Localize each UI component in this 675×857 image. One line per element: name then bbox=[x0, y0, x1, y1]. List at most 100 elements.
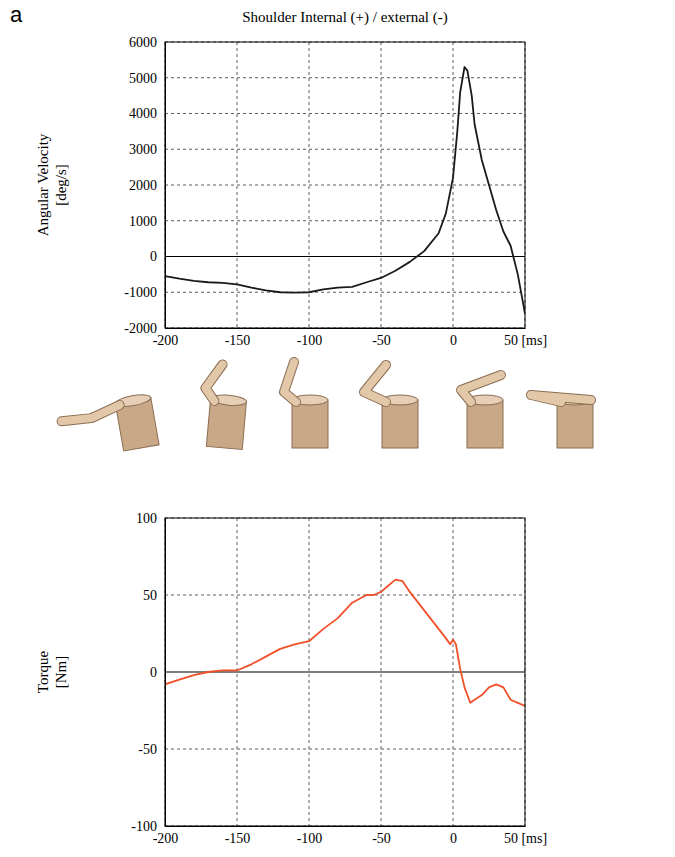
plot-background bbox=[165, 42, 525, 328]
y-axis-line bbox=[165, 43, 166, 329]
arm bbox=[364, 365, 386, 402]
y-axis-title: Angular Velocity[deg/s] bbox=[35, 133, 69, 236]
series-line bbox=[165, 580, 525, 706]
plot-frame bbox=[165, 42, 525, 328]
plot-frame bbox=[165, 518, 525, 826]
y-axis-line bbox=[165, 519, 166, 827]
y-tick-label: 0 bbox=[150, 249, 157, 264]
panel-1: -200-150-100-50050 [ms]-100-50050100Torq… bbox=[35, 511, 547, 846]
arm bbox=[461, 375, 501, 402]
y-tick: -1000 bbox=[124, 285, 165, 300]
arm-figure bbox=[200, 363, 249, 449]
y-tick-label: 4000 bbox=[129, 106, 157, 121]
grid-line-y bbox=[165, 749, 525, 750]
y-axis-title-line: Torque bbox=[35, 651, 51, 694]
y-tick-label: 3000 bbox=[129, 142, 157, 157]
arm bbox=[531, 395, 591, 402]
x-tick-label: -100 bbox=[297, 333, 323, 348]
arm-outline bbox=[61, 405, 121, 423]
grid-line-y bbox=[165, 77, 525, 78]
torso bbox=[382, 400, 418, 448]
y-tick-label: 6000 bbox=[129, 35, 157, 50]
x-tick: 0 bbox=[450, 826, 457, 846]
arm-figure bbox=[284, 362, 328, 448]
arm-figure bbox=[59, 393, 159, 461]
y-axis-title-line: Angular Velocity bbox=[35, 133, 51, 236]
arm-outline bbox=[204, 363, 222, 401]
x-tick: -100 bbox=[297, 826, 323, 846]
y-tick: 1000 bbox=[129, 214, 165, 229]
x-tick-label: -150 bbox=[225, 831, 251, 846]
zero-line bbox=[165, 256, 525, 257]
y-axis-title-line: [deg/s] bbox=[53, 164, 69, 206]
x-tick-label: 50 [ms] bbox=[504, 333, 547, 348]
y-axis-title: Torque[Nm] bbox=[35, 651, 69, 694]
x-tick-label: -50 bbox=[372, 831, 391, 846]
grid bbox=[165, 518, 525, 826]
arm bbox=[61, 405, 121, 423]
x-axis: -200-150-100-50050 [ms] bbox=[153, 328, 547, 348]
y-axis: -2000 -1000 0 1000 2000 3000 4000 5000 6000 bbox=[124, 35, 165, 336]
arm bbox=[204, 363, 222, 401]
y-tick: 3000 bbox=[129, 142, 165, 157]
x-axis: -200-150-100-50050 [ms] bbox=[153, 826, 547, 846]
x-axis-line bbox=[166, 328, 526, 329]
plot-background bbox=[165, 518, 525, 826]
arm-outline bbox=[284, 362, 296, 402]
arm-figure bbox=[364, 365, 418, 448]
y-tick: 0 bbox=[150, 249, 165, 264]
y-axis-title-line: [Nm] bbox=[53, 656, 69, 689]
y-tick: -2000 bbox=[124, 321, 165, 336]
x-tick: -50 bbox=[372, 826, 391, 846]
y-tick-label: 2000 bbox=[129, 178, 157, 193]
arm-figure bbox=[531, 395, 593, 448]
x-tick: -50 bbox=[372, 328, 391, 348]
torso bbox=[206, 399, 246, 450]
y-tick-label: 100 bbox=[136, 511, 157, 526]
figure: -200-150-100-50050 [ms]-2000-10000100020… bbox=[0, 0, 675, 857]
x-tick-label: 0 bbox=[450, 333, 457, 348]
y-tick-label: -2000 bbox=[124, 321, 157, 336]
torso bbox=[467, 400, 503, 448]
arm-outline bbox=[364, 365, 386, 402]
marks bbox=[165, 67, 525, 314]
arm bbox=[284, 362, 296, 402]
x-tick-label: -100 bbox=[297, 831, 323, 846]
x-tick: 50 [ms] bbox=[504, 826, 547, 846]
grid-line-y bbox=[165, 292, 525, 293]
y-tick-label: 1000 bbox=[129, 214, 157, 229]
y-tick-label: -1000 bbox=[124, 285, 157, 300]
y-tick-label: 0 bbox=[150, 665, 157, 680]
y-tick-label: 5000 bbox=[129, 71, 157, 86]
y-tick: 6000 bbox=[129, 35, 165, 50]
series-line bbox=[165, 67, 525, 314]
y-tick: 5000 bbox=[129, 71, 165, 86]
y-tick-label: 50 bbox=[143, 588, 157, 603]
arm-outline bbox=[461, 375, 501, 402]
y-tick: 50 bbox=[143, 588, 165, 603]
x-tick: -150 bbox=[225, 826, 251, 846]
y-tick: 100 bbox=[136, 511, 165, 526]
marks bbox=[165, 580, 525, 706]
panel-0: -200-150-100-50050 [ms]-2000-10000100020… bbox=[10, 2, 547, 348]
x-tick: -100 bbox=[297, 328, 323, 348]
y-tick: 4000 bbox=[129, 106, 165, 121]
torso bbox=[557, 400, 593, 448]
torso bbox=[292, 400, 328, 448]
grid-line-y bbox=[165, 149, 525, 150]
chart-title: Shoulder Internal (+) / external (-) bbox=[242, 9, 447, 26]
grid-line-y bbox=[165, 220, 525, 221]
y-axis: -100-50050100 bbox=[131, 511, 165, 834]
x-tick-label: 0 bbox=[450, 831, 457, 846]
arm-outline bbox=[531, 395, 591, 402]
grid-line-y bbox=[165, 595, 525, 596]
x-tick: -150 bbox=[225, 328, 251, 348]
x-tick: 0 bbox=[450, 328, 457, 348]
x-tick: 50 [ms] bbox=[504, 328, 547, 348]
grid bbox=[165, 42, 525, 328]
x-tick-label: -150 bbox=[225, 333, 251, 348]
y-tick: 0 bbox=[150, 665, 165, 680]
y-tick-label: -100 bbox=[131, 819, 157, 834]
arm-figure bbox=[461, 375, 503, 448]
y-tick: 2000 bbox=[129, 178, 165, 193]
